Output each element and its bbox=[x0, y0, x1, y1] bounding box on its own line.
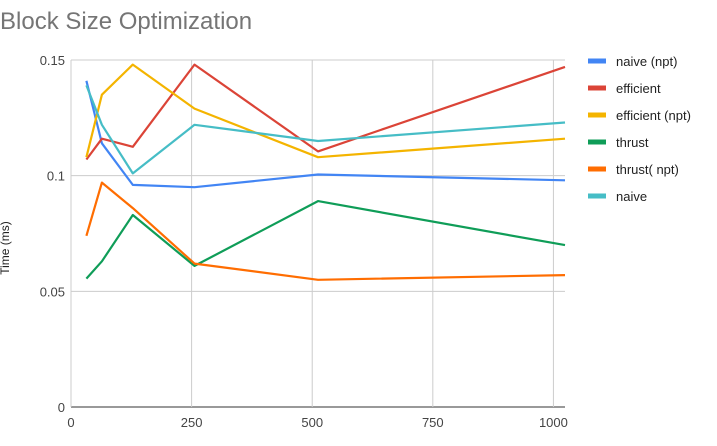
x-tick-label: 750 bbox=[422, 415, 444, 430]
legend-swatch bbox=[588, 193, 606, 199]
series-line bbox=[85, 181, 566, 281]
x-tick-label: 0 bbox=[67, 415, 74, 430]
series-line bbox=[85, 200, 566, 280]
legend: naive (npt) efficient efficient (npt) thrus… bbox=[588, 54, 691, 204]
y-axis-ticks: 0 0.05 0.1 0.15 bbox=[40, 53, 65, 415]
series-line bbox=[85, 84, 566, 175]
legend-swatch bbox=[588, 112, 606, 118]
gridlines bbox=[70, 59, 565, 408]
y-tick-label: 0.15 bbox=[40, 53, 65, 68]
x-axis-ticks: 0 250 500 750 1000 bbox=[67, 415, 568, 430]
legend-label: naive bbox=[616, 189, 647, 204]
legend-label: efficient (npt) bbox=[616, 108, 691, 123]
x-tick-label: 250 bbox=[181, 415, 203, 430]
legend-label: naive (npt) bbox=[616, 54, 677, 69]
chart-title: Block Size Optimization bbox=[0, 8, 253, 35]
legend-label: thrust( npt) bbox=[616, 162, 679, 177]
x-tick-label: 1000 bbox=[539, 415, 568, 430]
series-line bbox=[85, 80, 566, 189]
legend-swatch bbox=[588, 166, 606, 172]
legend-swatch bbox=[588, 58, 606, 64]
series-line bbox=[85, 63, 566, 161]
y-tick-label: 0 bbox=[58, 400, 65, 415]
y-axis-label: Time (ms) bbox=[0, 221, 12, 275]
y-tick-label: 0.1 bbox=[47, 169, 65, 184]
legend-label: thrust bbox=[616, 135, 649, 150]
legend-label: efficient bbox=[616, 81, 661, 96]
series-lines bbox=[85, 63, 566, 281]
legend-swatch bbox=[588, 85, 606, 91]
x-tick-label: 500 bbox=[301, 415, 323, 430]
legend-swatch bbox=[588, 139, 606, 145]
y-tick-label: 0.05 bbox=[40, 284, 65, 299]
series-line bbox=[85, 63, 566, 159]
